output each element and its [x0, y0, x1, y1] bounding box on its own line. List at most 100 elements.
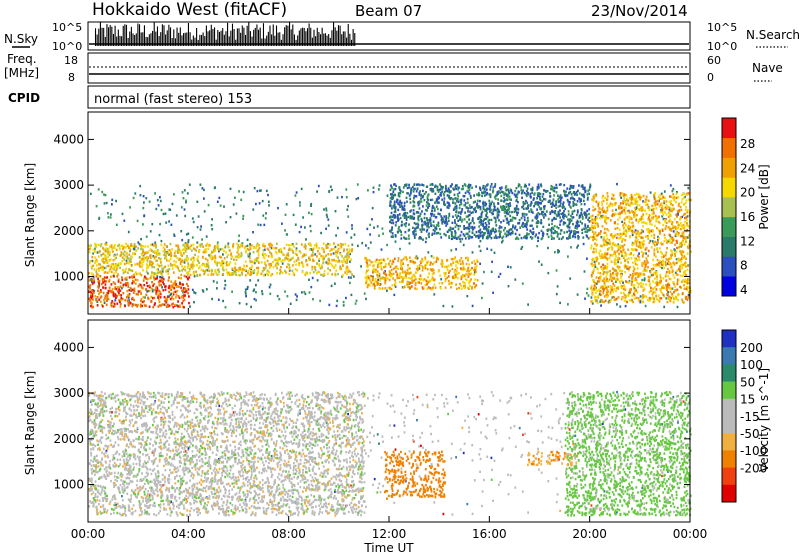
- power-cell: [455, 200, 458, 203]
- power-cell: [576, 293, 579, 296]
- power-cell: [554, 231, 557, 234]
- power-cell: [389, 204, 391, 207]
- power-cell: [483, 187, 486, 191]
- power-cell: [380, 258, 383, 261]
- power-cell: [659, 260, 662, 263]
- power-cell: [616, 303, 618, 306]
- power-cell: [586, 257, 588, 260]
- power-cell: [105, 243, 108, 246]
- power-cell: [422, 184, 425, 187]
- power-cell: [366, 276, 369, 279]
- power-cell: [446, 230, 449, 233]
- power-cell: [555, 292, 558, 296]
- power-cell: [264, 261, 266, 264]
- power-cell: [139, 303, 142, 306]
- power-cell: [210, 224, 213, 227]
- power-cell: [482, 235, 484, 238]
- power-cell: [640, 206, 642, 210]
- power-cell: [446, 258, 449, 262]
- power-cell: [538, 231, 540, 235]
- power-cell: [246, 248, 249, 251]
- power-cell: [154, 192, 156, 195]
- power-cell: [654, 277, 656, 280]
- power-cell: [446, 194, 449, 197]
- power-cell: [652, 242, 655, 245]
- power-cell: [552, 231, 555, 235]
- power-cell: [235, 268, 238, 272]
- power-cell: [620, 286, 623, 290]
- power-cell: [309, 229, 312, 233]
- power-cell: [591, 198, 594, 201]
- power-cell: [250, 270, 252, 274]
- power-cell: [450, 249, 453, 252]
- power-cell: [283, 247, 286, 250]
- power-cell: [372, 190, 375, 194]
- power-cell: [510, 228, 513, 231]
- power-cell: [538, 196, 541, 199]
- power-cell: [98, 279, 101, 283]
- power-cell: [496, 210, 499, 213]
- power-cell: [432, 188, 434, 191]
- power-cell: [173, 193, 175, 196]
- power-cell: [499, 272, 502, 276]
- power-cell: [103, 276, 106, 279]
- power-cell: [263, 256, 266, 260]
- power-cell: [270, 264, 273, 267]
- power-cell: [91, 295, 94, 298]
- power-cell: [432, 272, 435, 275]
- power-cell: [662, 255, 665, 259]
- power-cell: [139, 256, 142, 259]
- power-cell: [459, 262, 462, 266]
- power-cell: [107, 250, 110, 253]
- power-cell: [401, 280, 404, 283]
- power-cell: [203, 188, 205, 192]
- power-cell: [599, 278, 602, 281]
- power-cell: [405, 276, 408, 279]
- power-cell: [102, 265, 104, 269]
- power-cell: [330, 284, 333, 288]
- power-cell: [92, 248, 95, 252]
- power-cell: [288, 244, 290, 247]
- power-cell: [667, 291, 669, 294]
- power-cell: [158, 298, 160, 301]
- power-cell: [659, 265, 662, 268]
- power-cell: [536, 208, 538, 211]
- power-cell: [111, 248, 114, 251]
- power-cell: [132, 252, 134, 255]
- power-cell: [479, 234, 481, 237]
- power-cell: [568, 222, 571, 225]
- power-cell: [619, 213, 621, 216]
- power-cell: [647, 216, 650, 219]
- power-cell: [423, 287, 425, 290]
- power-cell: [576, 227, 578, 230]
- power-cell: [227, 273, 229, 276]
- power-cell: [457, 195, 460, 198]
- power-cell: [403, 276, 406, 279]
- power-cell: [337, 249, 340, 252]
- power-cell: [408, 282, 411, 285]
- power-cell: [255, 291, 257, 294]
- power-cell: [263, 245, 266, 248]
- power-cell: [572, 222, 574, 226]
- power-cell: [384, 262, 387, 266]
- power-cell: [163, 243, 166, 246]
- power-cell: [479, 207, 482, 211]
- power-cell: [643, 260, 646, 263]
- power-cell: [572, 191, 575, 194]
- power-cell: [629, 215, 631, 218]
- power-cell: [241, 242, 244, 245]
- power-cell: [686, 264, 689, 267]
- power-cell: [336, 196, 339, 199]
- power-cell: [595, 250, 598, 254]
- power-cell: [656, 226, 658, 230]
- power-cell: [103, 253, 106, 256]
- power-cell: [552, 227, 555, 231]
- power-cell: [530, 210, 533, 213]
- power-cell: [636, 203, 639, 207]
- power-cell: [325, 209, 328, 212]
- power-cell: [639, 299, 642, 303]
- power-cell: [250, 266, 253, 269]
- power-cell: [663, 254, 665, 257]
- power-cell: [480, 213, 483, 216]
- power-cell: [122, 283, 125, 286]
